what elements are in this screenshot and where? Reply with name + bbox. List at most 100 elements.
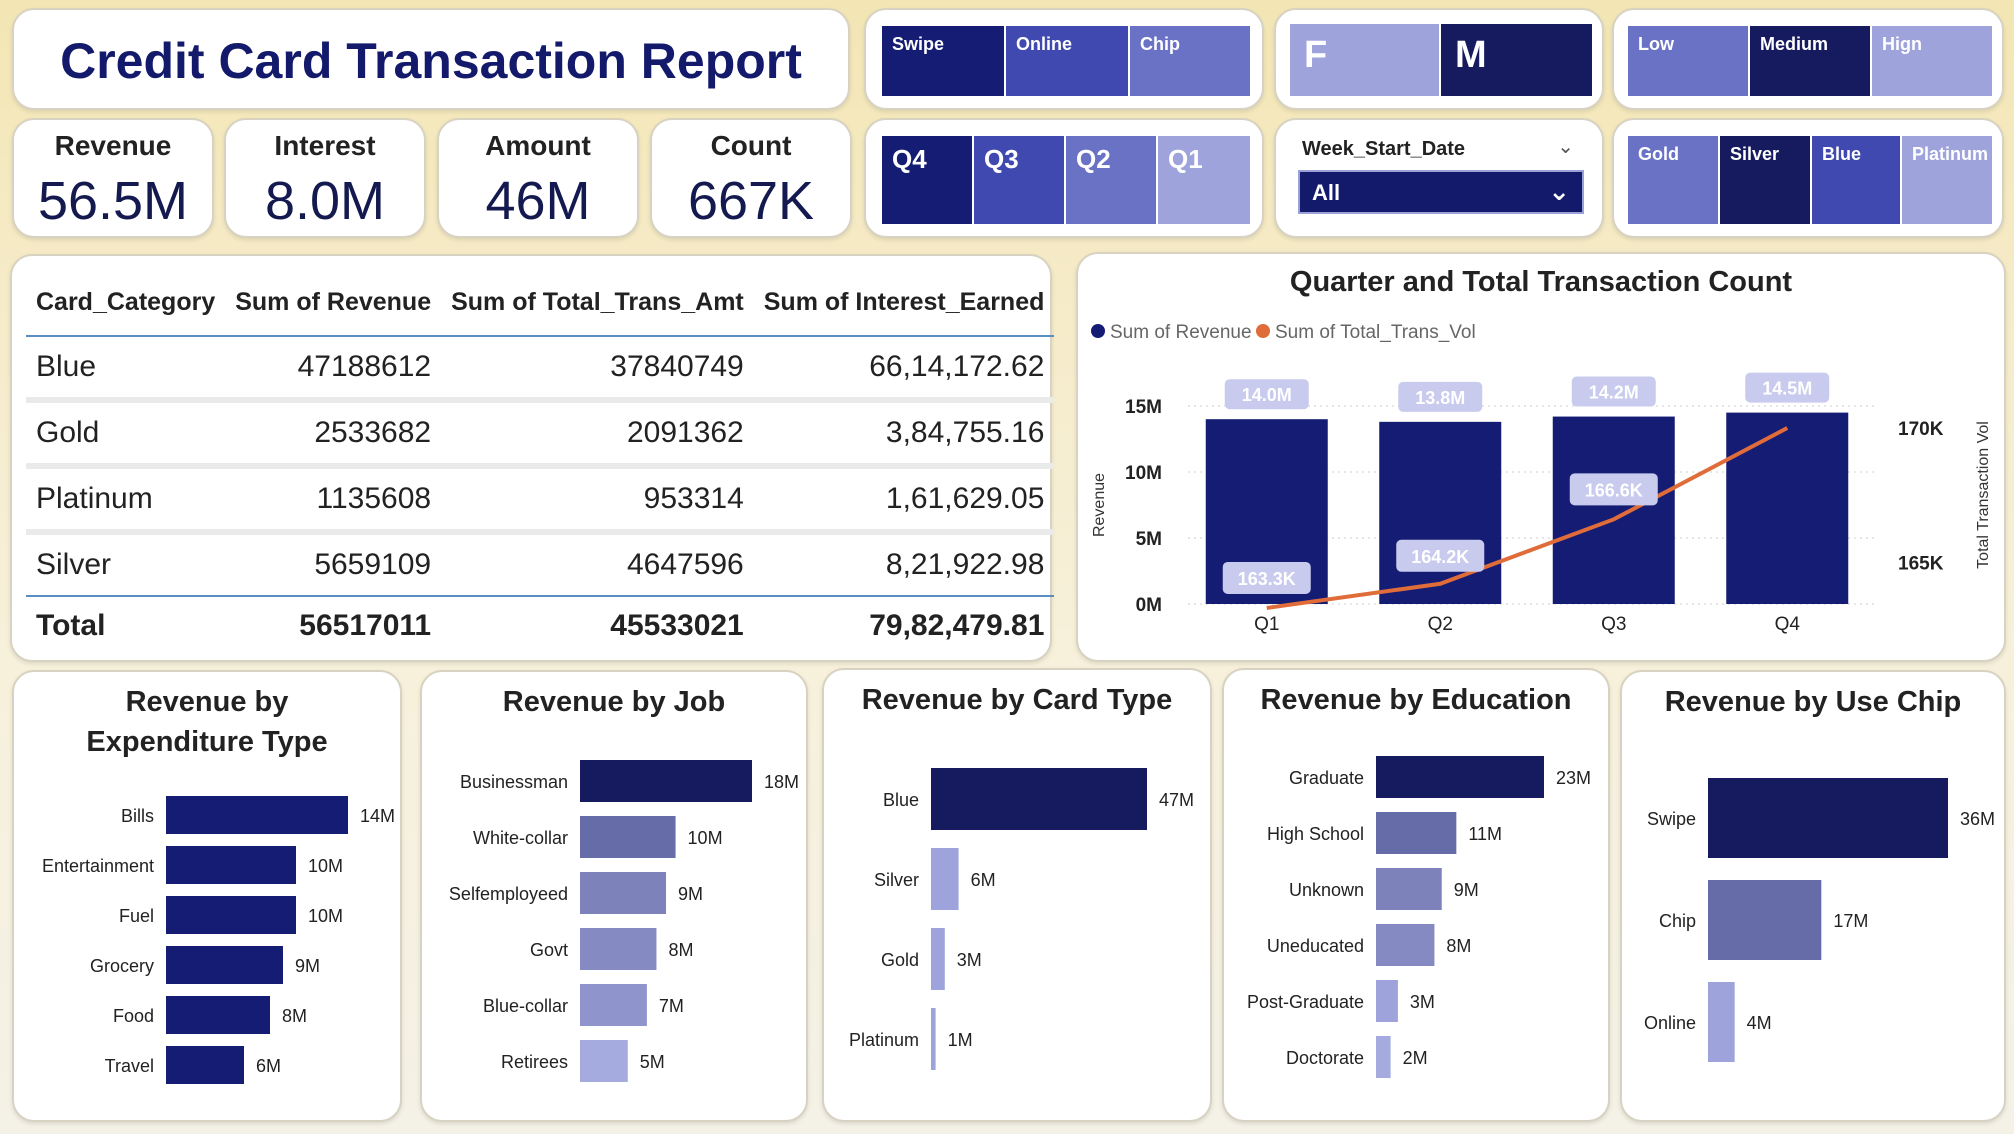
week-start-date-value: All: [1312, 180, 1341, 205]
category-label: Fuel: [119, 906, 154, 926]
bar-value-label: 9M: [295, 956, 320, 976]
card-category-slicer: Gold Silver Blue Platinum: [1628, 136, 1992, 224]
slicer-tile-female[interactable]: F: [1290, 24, 1441, 96]
slicer-tile-chip[interactable]: Chip: [1130, 26, 1250, 96]
slicer-tile-medium[interactable]: Medium: [1750, 26, 1872, 96]
slicer-tile-silver[interactable]: Silver: [1720, 136, 1812, 224]
revenue-data-label-bg: [1398, 381, 1483, 412]
bar-value-label: 3M: [957, 950, 982, 970]
table-cell: 47188612: [225, 336, 442, 403]
kpi-interest-label: Interest: [274, 130, 376, 161]
table-cell: Gold: [26, 400, 226, 469]
table-row: Blue 47188612 37840749 66,14,172.62: [26, 336, 1055, 403]
bar: [580, 928, 657, 970]
revenue-data-label-bg: [1745, 372, 1830, 403]
bar: [166, 1046, 244, 1084]
table-header[interactable]: Sum of Interest_Earned: [753, 274, 1055, 337]
week-start-date-dropdown[interactable]: All ⌄: [1298, 170, 1584, 214]
category-label: Blue-collar: [483, 996, 568, 1016]
x-tick-label: Q3: [1601, 614, 1626, 635]
bar: [1376, 1036, 1391, 1078]
slicer-tile-high[interactable]: Hign: [1872, 26, 1992, 96]
quarter-slicer-card: Q4 Q3 Q2 Q1: [864, 118, 1264, 238]
slicer-tile-platinum[interactable]: Platinum: [1902, 136, 1992, 224]
bar: [1708, 778, 1948, 858]
category-label: Platinum: [849, 1030, 919, 1050]
slicer-tile-q1[interactable]: Q1: [1158, 136, 1250, 224]
slicer-tile-swipe[interactable]: Swipe: [882, 26, 1006, 96]
volume-data-label-bg: [1396, 539, 1485, 572]
category-label: Online: [1644, 1013, 1696, 1033]
income-slicer: Low Medium Hign: [1628, 26, 1992, 96]
revenue-bar: [1552, 416, 1675, 604]
bar: [931, 1008, 936, 1070]
table-cell: 2533682: [225, 400, 442, 469]
bar-value-label: 8M: [668, 940, 693, 960]
chevron-down-icon[interactable]: ⌄: [1557, 136, 1574, 158]
slicer-tile-male[interactable]: M: [1441, 24, 1592, 96]
expenditure-chart-card: Revenue by Expenditure Type Bills 14M Ente…: [12, 670, 402, 1122]
category-label: Graduate: [1289, 768, 1364, 788]
bar-value-label: 11M: [1468, 824, 1502, 844]
table-header[interactable]: Sum of Total_Trans_Amt: [441, 274, 754, 337]
bar-value-label: 8M: [1446, 936, 1471, 956]
table-row: Platinum 1135608 953314 1,61,629.05: [26, 466, 1055, 535]
category-label: Bills: [121, 806, 154, 826]
quarter-chart-card: Quarter and Total Transaction Count Sum …: [1076, 252, 2006, 662]
bar: [1376, 980, 1398, 1022]
report-title-card: Credit Card Transaction Report: [12, 8, 850, 110]
table-header[interactable]: Card_Category: [26, 274, 226, 337]
category-label: Selfemployeed: [449, 884, 568, 904]
category-label: Uneducated: [1267, 936, 1364, 956]
slicer-tile-gold[interactable]: Gold: [1628, 136, 1720, 224]
kpi-revenue-label: Revenue: [54, 130, 172, 161]
table-header[interactable]: Sum of Revenue: [225, 274, 442, 337]
slicer-tile-q4[interactable]: Q4: [882, 136, 974, 224]
volume-data-label-bg: [1222, 561, 1311, 594]
table-cell: 1135608: [225, 466, 442, 535]
expenditure-chart-title: Revenue by Expenditure Type: [86, 686, 328, 758]
bar: [166, 846, 296, 884]
bar-value-label: 9M: [678, 884, 703, 904]
education-bar-chart: Graduate 23M High School 11M Unknown 9M Uneduc…: [1247, 756, 1591, 1078]
bar-value-label: 6M: [256, 1056, 281, 1076]
category-label: Food: [113, 1006, 154, 1026]
bar-value-label: 10M: [308, 906, 343, 926]
category-label: Blue: [883, 790, 919, 810]
bar-value-label: 2M: [1403, 1048, 1428, 1068]
slicer-tile-online[interactable]: Online: [1006, 26, 1130, 96]
revenue-bar: [1726, 412, 1849, 604]
volume-data-label-bg: [1569, 473, 1658, 506]
category-label: Gold: [881, 950, 919, 970]
expenditure-bar-chart: Bills 14M Entertainment 10M Fuel 10M Grocery 9M…: [42, 796, 395, 1084]
use-chip-chart-card: Revenue by Use Chip Swipe 36M Chip 17M Onlin…: [1620, 670, 2006, 1122]
quarter-combo-chart: Sum of Revenue Sum of Total_Trans_Vol 0M 5M…: [1091, 322, 1992, 635]
legend-swatch-revenue: [1091, 324, 1105, 338]
category-label: High School: [1267, 824, 1364, 844]
bar-value-label: 7M: [659, 996, 684, 1016]
bar: [931, 768, 1147, 830]
kpi-amount-card: Amount 46M: [437, 118, 639, 238]
bar-value-label: 6M: [971, 870, 996, 890]
y-axis-title: Revenue: [1091, 473, 1108, 537]
legend-label-revenue: Sum of Revenue: [1110, 322, 1252, 343]
education-chart-card: Revenue by Education Graduate 23M High Sch…: [1222, 668, 1610, 1122]
table-total-cell: 56517011: [299, 609, 432, 642]
kpi-count-label: Count: [710, 130, 792, 161]
slicer-tile-q3[interactable]: Q3: [974, 136, 1066, 224]
kpi-amount-value: 46M: [485, 171, 591, 231]
category-label: Grocery: [90, 956, 154, 976]
table-cell: 8,21,922.98: [753, 532, 1055, 597]
bar: [580, 872, 666, 914]
volume-data-label: 164.2K: [1411, 547, 1469, 567]
report-title: Credit Card Transaction Report: [60, 33, 802, 89]
category-label: Doctorate: [1286, 1048, 1364, 1068]
slicer-tile-q2[interactable]: Q2: [1066, 136, 1158, 224]
slicer-tile-low[interactable]: Low: [1628, 26, 1750, 96]
bar: [166, 996, 270, 1034]
slicer-tile-blue[interactable]: Blue: [1812, 136, 1902, 224]
y-tick-label: 15M: [1125, 397, 1162, 418]
use-chip-slicer-card: Swipe Online Chip: [864, 8, 1264, 110]
card-category-table: Card_Category Sum of Revenue Sum of Tota…: [26, 274, 1055, 656]
table-cell: 953314: [441, 466, 754, 535]
